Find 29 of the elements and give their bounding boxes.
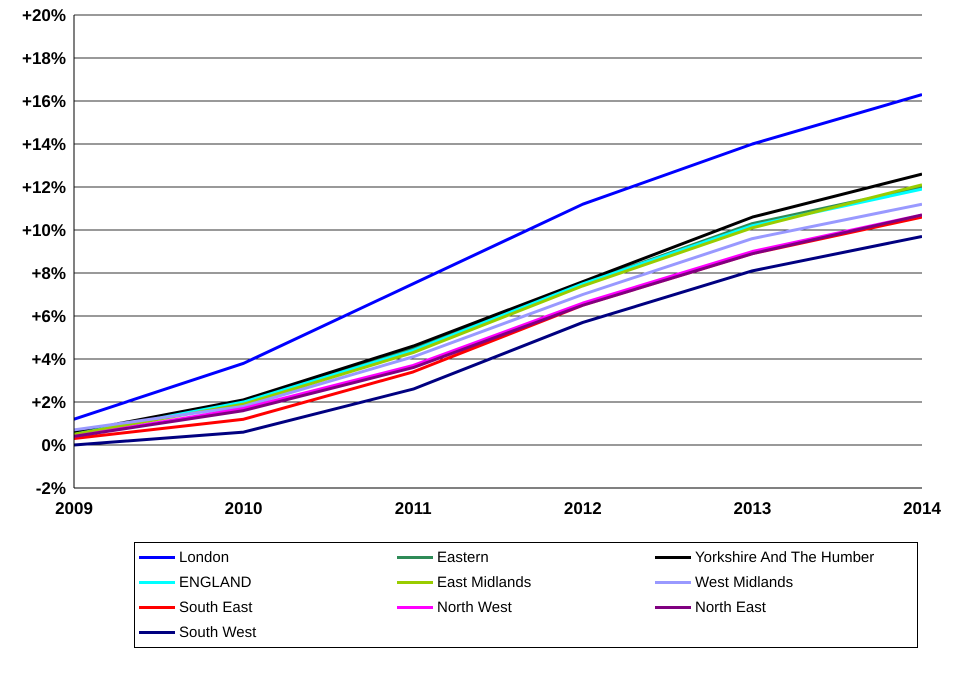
y-tick-label: +2% — [32, 393, 66, 412]
y-tick-label: +8% — [32, 264, 66, 284]
x-tick-label: 2010 — [224, 499, 263, 518]
legend-label: Yorkshire And The Humber — [695, 549, 874, 566]
x-tick-label: 2014 — [903, 499, 942, 518]
x-tick-label: 2013 — [733, 499, 772, 518]
legend-label: Eastern — [437, 549, 489, 566]
legend-label: East Midlands — [437, 574, 532, 591]
legend-label: London — [179, 549, 230, 566]
legend-label: West Midlands — [695, 574, 794, 591]
y-tick-label: +20% — [22, 6, 66, 26]
x-tick-label: 2011 — [394, 499, 432, 518]
y-tick-label: +14% — [22, 135, 66, 154]
legend-label: North West — [437, 599, 512, 616]
legend-label: ENGLAND — [179, 574, 252, 591]
legend-label: South West — [179, 624, 256, 641]
x-tick-label: 2012 — [564, 499, 602, 518]
y-tick-label: +4% — [32, 350, 66, 370]
y-tick-label: +16% — [22, 92, 66, 112]
y-tick-label: +6% — [32, 307, 66, 326]
y-tick-label: +10% — [22, 221, 66, 240]
y-tick-label: +12% — [22, 178, 66, 198]
y-tick-label: 0% — [41, 436, 66, 456]
x-tick-label: 2009 — [55, 499, 93, 518]
legend-label: South East — [179, 599, 252, 616]
y-tick-label: +18% — [22, 49, 66, 68]
legend-label: North East — [695, 599, 766, 616]
line-series — [74, 93, 922, 421]
y-tick-label: -2% — [36, 479, 66, 498]
